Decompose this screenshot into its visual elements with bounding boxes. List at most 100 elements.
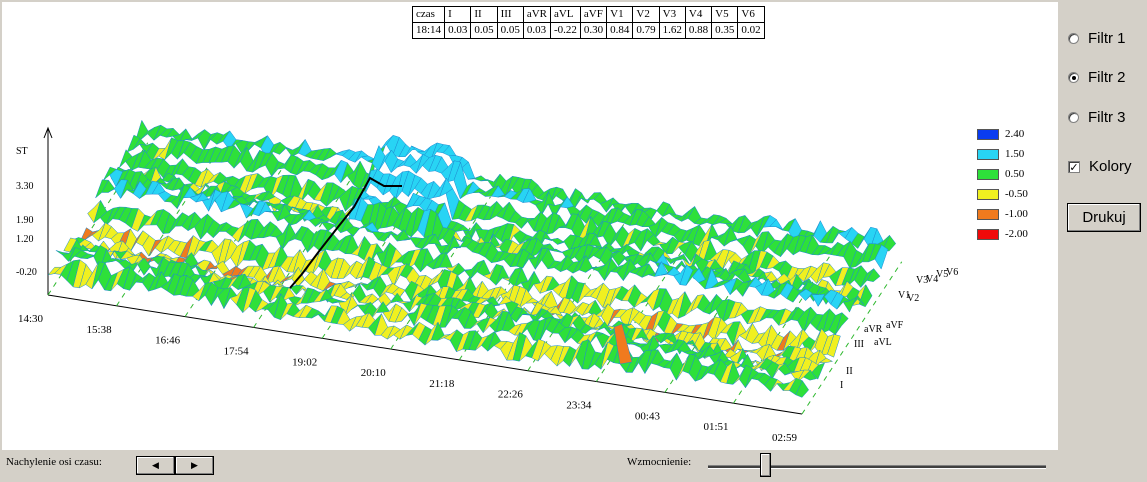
colors-checkbox-label: Kolory [1089, 158, 1132, 175]
y-tick-label: 3.30 [16, 181, 34, 192]
table-header-cell: V1 [606, 6, 634, 23]
time-tick-label: 14:30 [18, 313, 44, 325]
surface-patch [818, 357, 834, 363]
lead-label: V3 [916, 275, 928, 286]
table-value-cell: 0.88 [684, 22, 713, 39]
legend-value: 1.50 [1005, 148, 1025, 160]
time-axis-tilt-label: Nachylenie osi czasu: [6, 456, 102, 468]
y-tick-label: -0.20 [16, 267, 37, 278]
legend-swatch [977, 148, 999, 160]
table-value-cell: 0.84 [606, 22, 634, 39]
time-tick-label: 02:59 [772, 432, 798, 444]
table-value-cell: 0.03 [444, 22, 472, 39]
legend-swatch [977, 208, 999, 220]
table-header-cell: V6 [737, 6, 765, 23]
filter-1-label: Filtr 1 [1088, 30, 1126, 47]
table-value-cell: 0.30 [579, 22, 608, 39]
table-header-row: czas I II III aVR aVL aVF V1 V2 V3 V4 V5 V6 [411, 6, 765, 23]
filter-3-radio[interactable]: Filtr 3 [1068, 109, 1126, 126]
print-button[interactable]: Drukuj [1067, 203, 1141, 232]
table-header-cell: I [444, 6, 472, 23]
st-values-table: czas I II III aVR aVL aVF V1 V2 V3 V4 V5 V6 18:14 0.0… [411, 6, 765, 39]
legend-value: -1.00 [1005, 208, 1028, 220]
table-value-cell: 1.62 [658, 22, 686, 39]
y-axis-arrow [43, 126, 53, 139]
table-header-cell: II [470, 6, 498, 23]
surface-patch [549, 248, 563, 253]
gain-label: Wzmocnienie: [627, 456, 692, 468]
legend-swatch [977, 128, 999, 140]
table-header-cell: V4 [684, 6, 713, 23]
surface-patch [850, 295, 865, 307]
st-surface [47, 119, 897, 398]
table-header-cell: aVR [522, 6, 551, 23]
time-tick-label: 20:10 [361, 367, 387, 379]
y-tick-label: 1.20 [16, 234, 34, 245]
legend-entry: -1.00 [977, 204, 1028, 224]
surface-patch [858, 283, 873, 308]
time-tick-label: 15:38 [87, 324, 113, 336]
filter-2-label: Filtr 2 [1088, 69, 1126, 86]
gain-slider-thumb[interactable] [760, 453, 772, 477]
st-spike [613, 323, 633, 365]
radio-icon [1068, 112, 1079, 123]
table-value-cell: 0.02 [737, 22, 765, 39]
time-grid-line [253, 174, 354, 328]
lead-label: III [854, 339, 864, 350]
legend-value: -2.00 [1005, 228, 1028, 240]
filter-2-radio[interactable]: Filtr 2 [1068, 69, 1126, 86]
y-axis-label: ST [16, 146, 28, 157]
colors-checkbox[interactable]: ✓ Kolory [1068, 158, 1132, 175]
lead-label: V4 [926, 274, 938, 285]
table-header-cell: aVF [579, 6, 608, 23]
filter-1-radio[interactable]: Filtr 1 [1068, 30, 1126, 47]
table-header-cell: czas [411, 6, 446, 23]
legend-entry: 1.50 [977, 144, 1028, 164]
lead-label: V5 [936, 269, 948, 280]
lead-label: V1 [898, 290, 910, 301]
current-time-cursor [289, 176, 402, 289]
surface-patch [842, 296, 857, 313]
table-header-cell: V3 [658, 6, 686, 23]
time-tick-label: 17:54 [224, 345, 250, 357]
st-3d-plot-area: 14:30 15:38 16:46 17:54 19:02 20:10 21:18 22:26… [2, 2, 1058, 450]
table-value-cell: 0.35 [711, 22, 739, 39]
st-3d-plot: 14:30 15:38 16:46 17:54 19:02 20:10 21:18 22:26… [16, 119, 958, 444]
surface-patch [795, 380, 810, 398]
tilt-left-button[interactable]: ◀ [136, 456, 175, 475]
lead-label: aVR [864, 324, 883, 335]
legend-entry: -0.50 [977, 184, 1028, 204]
lead-label: I [840, 380, 843, 391]
surface-patch [866, 268, 881, 282]
table-header-cell: V5 [711, 6, 739, 23]
legend-entry: 2.40 [977, 124, 1028, 144]
lead-label: V2 [907, 293, 919, 304]
time-tick-label: 00:43 [635, 410, 661, 422]
surface-patch [827, 333, 841, 358]
right-panel: Filtr 1 Filtr 2 Filtr 3 ✓ Kolory Drukuj [1060, 0, 1147, 482]
checkbox-icon: ✓ [1068, 160, 1080, 174]
surface-patch [669, 352, 684, 381]
table-value-cell: 0.05 [470, 22, 498, 39]
tilt-right-button[interactable]: ▶ [175, 456, 214, 475]
table-value-cell: -0.22 [549, 22, 581, 39]
time-tick-label: 21:18 [429, 378, 455, 390]
table-header-cell: V2 [632, 6, 660, 23]
gain-slider-track[interactable] [708, 465, 1046, 469]
time-tick-label: 22:26 [498, 389, 524, 401]
table-value-cell: 0.79 [632, 22, 660, 39]
time-axis-tilt-buttons: ◀ ▶ [136, 456, 214, 475]
table-value-row: 18:14 0.03 0.05 0.05 0.03 -0.22 0.30 0.84 0.79 1.… [411, 22, 765, 39]
lead-label: V6 [946, 267, 958, 278]
table-header-cell: aVL [549, 6, 581, 23]
legend-value: -0.50 [1005, 188, 1028, 200]
lead-label: aVL [874, 337, 892, 348]
time-tick-label: 01:51 [703, 421, 728, 433]
time-grid-line [801, 261, 903, 415]
legend-entry: -2.00 [977, 224, 1028, 244]
radio-icon [1068, 72, 1079, 83]
table-value-cell: 18:14 [411, 22, 446, 39]
surface-patch [803, 369, 818, 381]
time-tick-label: 23:34 [566, 400, 592, 412]
legend-swatch [977, 228, 999, 240]
